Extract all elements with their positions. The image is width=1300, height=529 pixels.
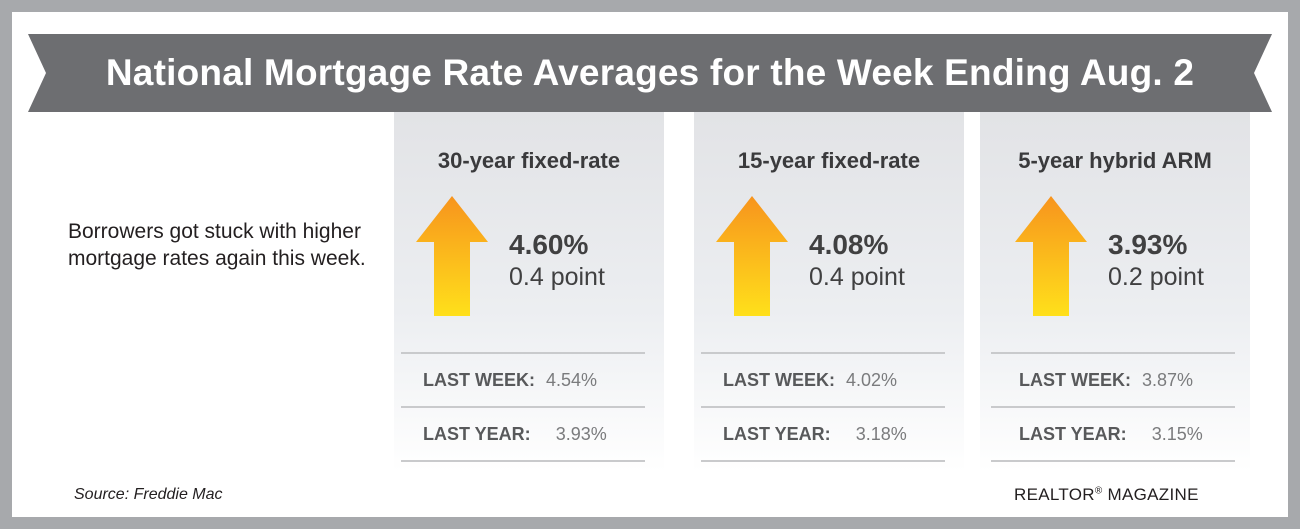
registered-mark: ® [1094,485,1103,497]
last-week-value: 3.87% [1142,370,1194,390]
last-year-value: 3.15% [1151,424,1203,444]
last-year-label: LAST YEAR: [723,424,831,444]
last-week-label: LAST WEEK: [723,370,835,390]
rate-card-15-year: 15-year fixed-rate 4.08% 0.4 point LAST … [694,112,964,472]
last-year-row: LAST YEAR: 3.15% [991,406,1235,462]
page-title: National Mortgage Rate Averages for the … [105,52,1195,93]
ribbon-shape [28,34,1272,112]
last-year-value: 3.93% [555,424,607,444]
current-rate: 4.08% [809,229,889,260]
rate-change: 0.4 point [809,263,905,291]
last-week-row: LAST WEEK: 4.54% [401,352,645,406]
last-year-value: 3.18% [855,424,907,444]
card-title: 30-year fixed-rate [437,148,621,173]
last-year-row: LAST YEAR: 3.93% [401,406,645,462]
brand-name: REALTOR [1014,485,1095,504]
card-title: 5-year hybrid ARM [1018,148,1212,173]
last-week-row: LAST WEEK: 4.02% [701,352,945,406]
card-title: 15-year fixed-rate [737,148,921,173]
rate-change: 0.2 point [1108,263,1204,291]
infographic-frame: National Mortgage Rate Averages for the … [12,12,1288,517]
intro-text: Borrowers got stuck with higher mortgage… [68,220,366,270]
rate-card-5-year-arm: 5-year hybrid ARM 3.93% 0.2 point LAST W… [980,112,1250,472]
title-banner: National Mortgage Rate Averages for the … [28,34,1272,112]
brand-logo: REALTOR® MAGAZINE [1014,485,1199,505]
arrow-up-icon [1015,196,1087,316]
last-year-label: LAST YEAR: [423,424,531,444]
brand-suffix: MAGAZINE [1102,485,1199,504]
rate-change: 0.4 point [509,263,605,291]
last-year-row: LAST YEAR: 3.18% [701,406,945,462]
current-rate: 3.93% [1108,229,1188,260]
current-rate: 4.60% [509,229,589,260]
last-week-label: LAST WEEK: [423,370,535,390]
last-year-label: LAST YEAR: [1019,424,1127,444]
source-note: Source: Freddie Mac [74,486,223,503]
last-week-value: 4.54% [546,370,598,390]
arrow-up-icon [716,196,788,316]
last-week-label: LAST WEEK: [1019,370,1131,390]
rate-card-30-year: 30-year fixed-rate 4.60% 0.4 point LAST … [394,112,664,472]
last-week-value: 4.02% [846,370,898,390]
arrow-up-icon [416,196,488,316]
last-week-row: LAST WEEK: 3.87% [991,352,1235,406]
